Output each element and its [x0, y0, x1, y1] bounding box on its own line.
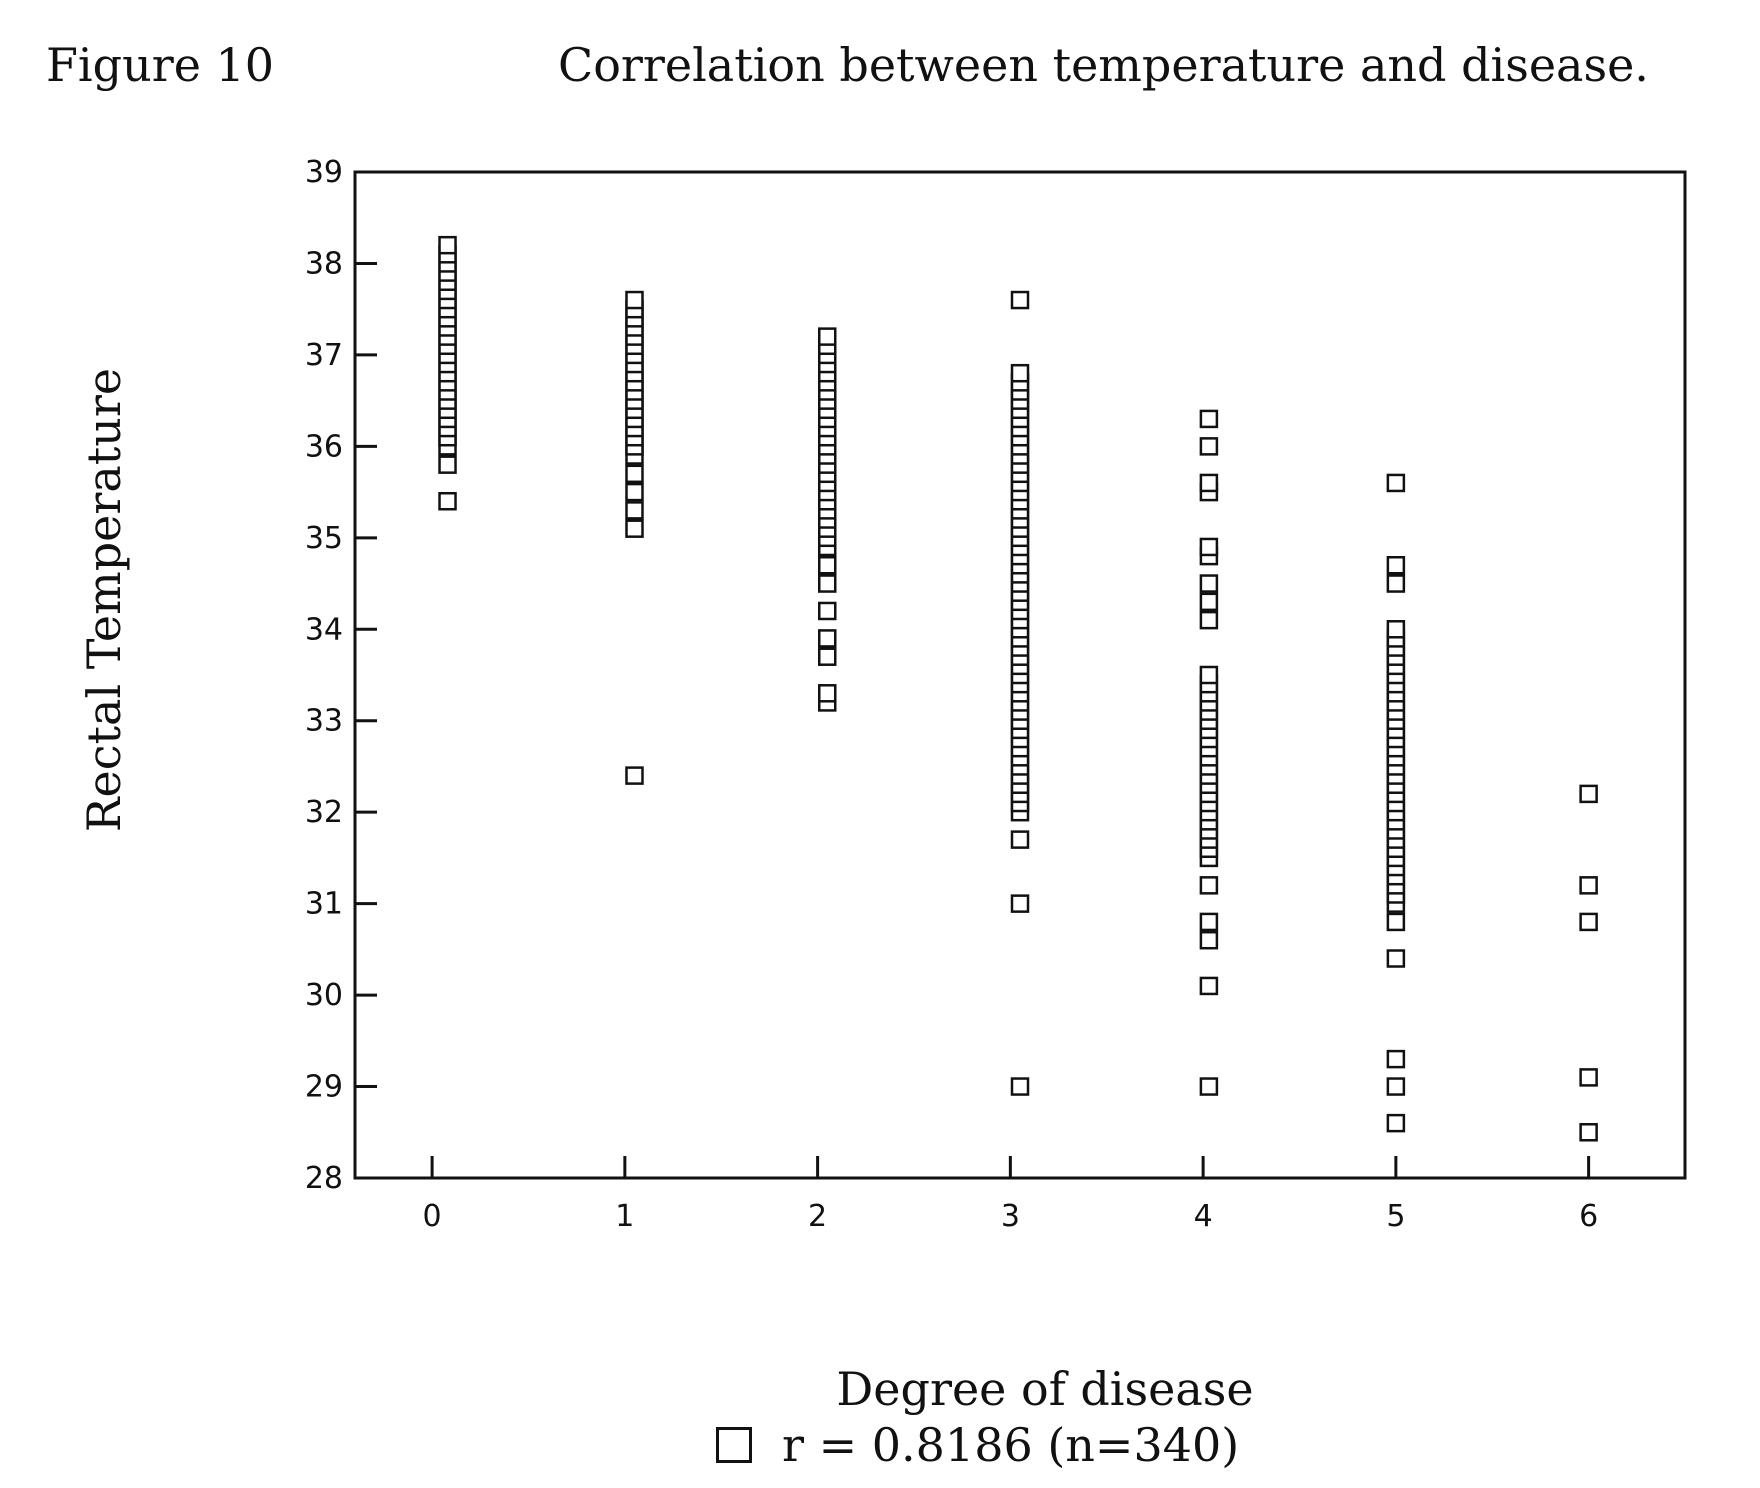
data-point: [1388, 1115, 1404, 1131]
data-point: [1201, 475, 1217, 491]
y-axis-ticks: 28 29 30 31 32 33 34 35 36 37 38 39: [305, 155, 377, 1196]
data-point: [440, 493, 456, 509]
y-tick-label: 34: [305, 612, 343, 647]
data-point: [626, 768, 642, 784]
data-point: [1012, 832, 1028, 848]
legend-marker-open-square: [716, 1427, 752, 1463]
x-tick-label: 1: [615, 1199, 634, 1234]
data-point: [1201, 1079, 1217, 1095]
data-point: [1201, 539, 1217, 555]
data-point: [1201, 438, 1217, 454]
data-point: [1201, 914, 1217, 930]
y-tick-label: 37: [305, 338, 343, 373]
y-tick-label: 38: [305, 246, 343, 281]
data-point: [1388, 475, 1404, 491]
data-point: [1581, 1069, 1597, 1085]
data-point: [1388, 1051, 1404, 1067]
data-point: [1388, 951, 1404, 967]
data-point: [1201, 411, 1217, 427]
y-tick-label: 35: [305, 521, 343, 556]
data-point: [1012, 896, 1028, 912]
x-tick-label: 0: [423, 1199, 442, 1234]
data-point: [819, 649, 835, 665]
data-point: [1012, 365, 1028, 381]
data-point: [819, 576, 835, 592]
x-tick-label: 3: [1001, 1199, 1020, 1234]
data-point: [1388, 1079, 1404, 1095]
legend: r = 0.8186 (n=340): [716, 1418, 1239, 1472]
data-point: [1388, 914, 1404, 930]
legend-label: r = 0.8186 (n=340): [782, 1418, 1239, 1472]
data-point: [819, 557, 835, 573]
data-point: [1012, 1079, 1028, 1095]
data-point: [1201, 877, 1217, 893]
y-tick-label: 31: [305, 887, 343, 922]
data-point: [1388, 621, 1404, 637]
data-point: [440, 457, 456, 473]
data-point: [626, 292, 642, 308]
x-tick-label: 4: [1194, 1199, 1213, 1234]
x-axis-label: Degree of disease: [836, 1362, 1253, 1416]
data-point: [626, 502, 642, 518]
data-point: [1388, 557, 1404, 573]
x-tick-label: 2: [808, 1199, 827, 1234]
data-point: [626, 484, 642, 500]
x-axis-ticks: 0 1 2 3 4 5 6: [423, 1156, 1599, 1234]
data-point: [1201, 667, 1217, 683]
x-tick-label: 6: [1579, 1199, 1598, 1234]
data-point: [626, 466, 642, 482]
y-tick-label: 28: [305, 1161, 343, 1196]
x-tick-label: 5: [1386, 1199, 1405, 1234]
data-points: [440, 237, 1597, 1140]
data-point: [819, 685, 835, 701]
data-point: [1581, 786, 1597, 802]
y-tick-label: 29: [305, 1070, 343, 1105]
data-point: [819, 630, 835, 646]
data-point: [1201, 612, 1217, 628]
data-point: [819, 329, 835, 345]
data-point: [1201, 594, 1217, 610]
data-point: [440, 237, 456, 253]
data-point: [1201, 932, 1217, 948]
y-tick-label: 32: [305, 795, 343, 830]
data-point: [1012, 292, 1028, 308]
data-point: [1388, 576, 1404, 592]
data-point: [1581, 877, 1597, 893]
data-point: [1201, 978, 1217, 994]
y-tick-label: 36: [305, 429, 343, 464]
data-point: [626, 521, 642, 537]
y-tick-label: 39: [305, 155, 343, 190]
y-tick-label: 30: [305, 978, 343, 1013]
data-point: [819, 603, 835, 619]
data-point: [1201, 576, 1217, 592]
data-point: [1581, 1124, 1597, 1140]
data-point: [1581, 914, 1597, 930]
y-tick-label: 33: [305, 704, 343, 739]
